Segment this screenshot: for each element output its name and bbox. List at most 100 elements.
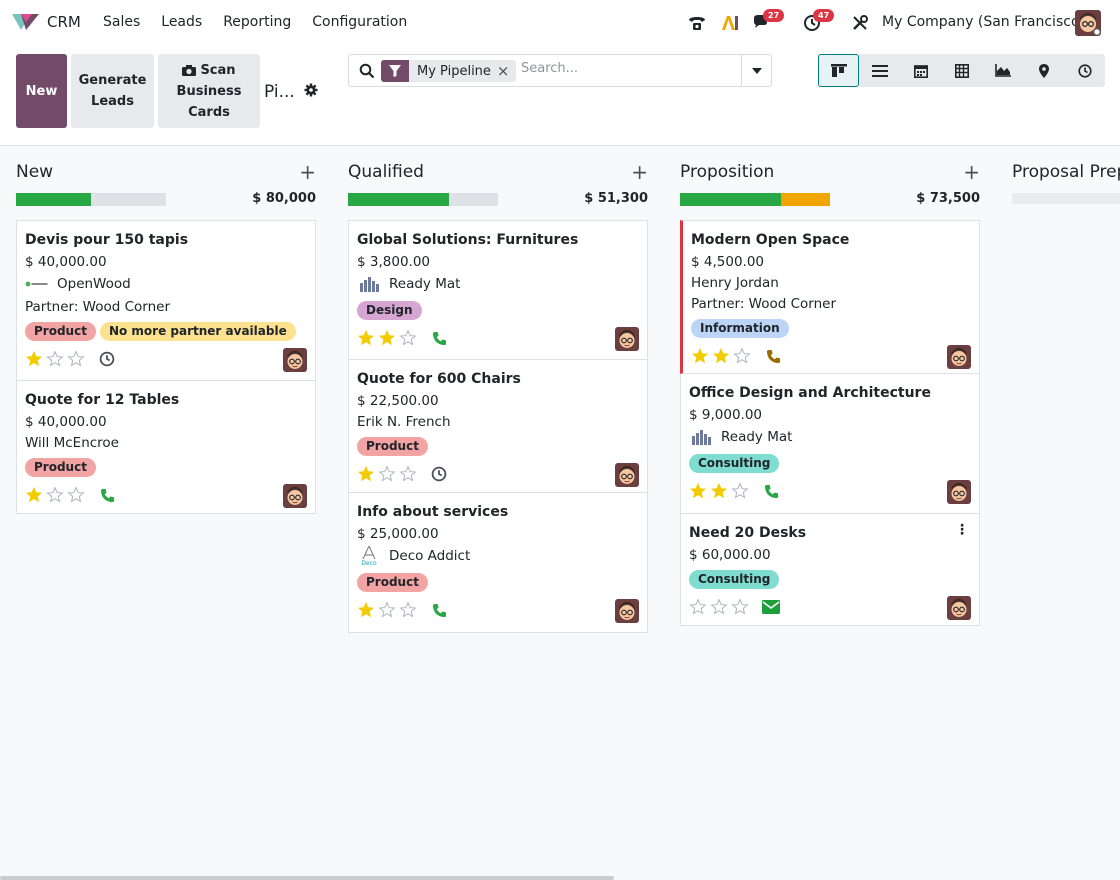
progress-segment[interactable] bbox=[348, 193, 449, 206]
star-filled-icon[interactable] bbox=[357, 465, 375, 483]
star-empty-icon[interactable] bbox=[67, 350, 85, 368]
star-empty-icon[interactable] bbox=[733, 347, 751, 365]
scan-business-cards-button[interactable]: Scan Business Cards bbox=[158, 54, 260, 128]
kanban-card[interactable]: Info about services $ 25,000.00 Deco Deco A… bbox=[348, 493, 648, 633]
column-total: $ 73,500 bbox=[916, 191, 980, 206]
column-add-icon[interactable]: + bbox=[963, 160, 980, 184]
salesperson-avatar-icon[interactable] bbox=[283, 484, 307, 508]
star-empty-icon[interactable] bbox=[378, 601, 396, 619]
clock-icon[interactable] bbox=[98, 350, 116, 368]
crm-app-icon[interactable] bbox=[12, 12, 40, 32]
star-empty-icon[interactable] bbox=[399, 329, 417, 347]
search-icon[interactable] bbox=[359, 63, 375, 79]
generate-leads-button[interactable]: Generate Leads bbox=[71, 54, 154, 128]
salesperson-avatar-icon[interactable] bbox=[283, 348, 307, 372]
search-input[interactable] bbox=[521, 61, 741, 76]
salesperson-avatar-icon[interactable] bbox=[615, 599, 639, 623]
star-filled-icon[interactable] bbox=[357, 601, 375, 619]
star-filled-icon[interactable] bbox=[25, 350, 43, 368]
column-add-icon[interactable]: + bbox=[631, 160, 648, 184]
menu-configuration[interactable]: Configuration bbox=[312, 14, 408, 30]
phone-warning-icon[interactable] bbox=[764, 347, 782, 365]
star-filled-icon[interactable] bbox=[689, 482, 707, 500]
star-filled-icon[interactable] bbox=[378, 329, 396, 347]
kanban-card[interactable]: Need 20 Desks $ 60,000.00 Consulting ⋮ bbox=[680, 514, 980, 626]
user-avatar-icon[interactable] bbox=[1075, 10, 1101, 36]
facet-remove-icon[interactable]: × bbox=[496, 62, 510, 80]
star-filled-icon[interactable] bbox=[25, 486, 43, 504]
map-view-button[interactable] bbox=[1023, 54, 1064, 87]
kanban-card[interactable]: Quote for 600 Chairs $ 22,500.00 Erik N. F… bbox=[348, 360, 648, 493]
card-name: Global Solutions: Furnitures bbox=[357, 232, 579, 248]
phone-icon[interactable] bbox=[98, 486, 116, 504]
kanban-view-button[interactable] bbox=[818, 54, 859, 87]
clock-icon bbox=[1077, 63, 1092, 78]
progress-segment[interactable] bbox=[680, 193, 781, 206]
menu-reporting[interactable]: Reporting bbox=[223, 14, 292, 30]
kanban-card[interactable]: Devis pour 150 tapis $ 40,000.00 OpenWood P… bbox=[16, 220, 316, 381]
activities-icon[interactable]: 47 bbox=[801, 9, 835, 34]
star-filled-icon[interactable] bbox=[710, 482, 728, 500]
pivot-view-button[interactable] bbox=[941, 54, 982, 87]
star-empty-icon[interactable] bbox=[399, 601, 417, 619]
kanban-card[interactable]: Quote for 12 Tables $ 40,000.00 Will McEnc… bbox=[16, 381, 316, 514]
column-progress-bar[interactable] bbox=[348, 193, 498, 206]
filter-icon bbox=[381, 60, 409, 82]
star-filled-icon[interactable] bbox=[357, 329, 375, 347]
star-empty-icon[interactable] bbox=[731, 482, 749, 500]
menu-sales[interactable]: Sales bbox=[103, 14, 141, 30]
phone-icon[interactable] bbox=[762, 482, 780, 500]
star-empty-icon[interactable] bbox=[67, 486, 85, 504]
star-empty-icon[interactable] bbox=[689, 598, 707, 616]
activity-view-button[interactable] bbox=[1064, 54, 1105, 87]
salesperson-avatar-icon[interactable] bbox=[947, 596, 971, 620]
gear-icon[interactable] bbox=[304, 83, 318, 97]
envelope-icon[interactable] bbox=[762, 598, 780, 616]
messages-icon[interactable]: 27 bbox=[751, 9, 785, 34]
kanban-card[interactable]: Office Design and Architecture $ 9,000.00… bbox=[680, 374, 980, 514]
salesperson-avatar-icon[interactable] bbox=[947, 480, 971, 504]
graph-view-button[interactable] bbox=[982, 54, 1023, 87]
salesperson-avatar-icon[interactable] bbox=[615, 463, 639, 487]
column-progress-bar[interactable] bbox=[16, 193, 166, 206]
clock-icon[interactable] bbox=[430, 465, 448, 483]
progress-segment[interactable] bbox=[780, 193, 830, 206]
kanban-card[interactable]: Modern Open Space $ 4,500.00 Henry Jordan P… bbox=[680, 220, 980, 374]
card-name: Office Design and Architecture bbox=[689, 385, 931, 401]
breadcrumb-title[interactable]: Pi... bbox=[264, 82, 295, 102]
new-button[interactable]: New bbox=[16, 54, 67, 128]
star-filled-icon[interactable] bbox=[712, 347, 730, 365]
column-progress-bar[interactable] bbox=[1012, 193, 1120, 204]
column-title[interactable]: Proposition bbox=[680, 162, 775, 182]
phone-icon[interactable] bbox=[430, 329, 448, 347]
company-switcher[interactable]: My Company (San Francisco) bbox=[882, 14, 1085, 30]
column-title[interactable]: Proposal Prep bbox=[1012, 162, 1120, 182]
kanban-card[interactable]: Global Solutions: Furnitures $ 3,800.00 Re… bbox=[348, 220, 648, 360]
star-empty-icon[interactable] bbox=[399, 465, 417, 483]
menu-leads[interactable]: Leads bbox=[161, 14, 203, 30]
tools-icon[interactable] bbox=[849, 12, 871, 34]
star-empty-icon[interactable] bbox=[710, 598, 728, 616]
star-empty-icon[interactable] bbox=[46, 486, 64, 504]
star-empty-icon[interactable] bbox=[378, 465, 396, 483]
phone-systray-icon[interactable] bbox=[686, 12, 708, 34]
column-progress-bar[interactable] bbox=[680, 193, 830, 206]
salesperson-avatar-icon[interactable] bbox=[947, 345, 971, 369]
generate-leads-line2: Leads bbox=[91, 94, 134, 109]
star-filled-icon[interactable] bbox=[691, 347, 709, 365]
progress-segment[interactable] bbox=[16, 193, 91, 206]
app-name[interactable]: CRM bbox=[47, 13, 81, 31]
ai-icon[interactable] bbox=[719, 12, 741, 34]
column-add-icon[interactable]: + bbox=[299, 160, 316, 184]
list-view-button[interactable] bbox=[859, 54, 900, 87]
column-title[interactable]: New bbox=[16, 162, 54, 182]
card-menu-icon[interactable]: ⋮ bbox=[955, 522, 969, 538]
horizontal-scrollbar[interactable] bbox=[0, 876, 614, 880]
calendar-view-button[interactable] bbox=[900, 54, 941, 87]
star-empty-icon[interactable] bbox=[731, 598, 749, 616]
search-options-toggle[interactable] bbox=[741, 55, 771, 86]
star-empty-icon[interactable] bbox=[46, 350, 64, 368]
column-title[interactable]: Qualified bbox=[348, 162, 424, 182]
phone-icon[interactable] bbox=[430, 601, 448, 619]
salesperson-avatar-icon[interactable] bbox=[615, 327, 639, 351]
